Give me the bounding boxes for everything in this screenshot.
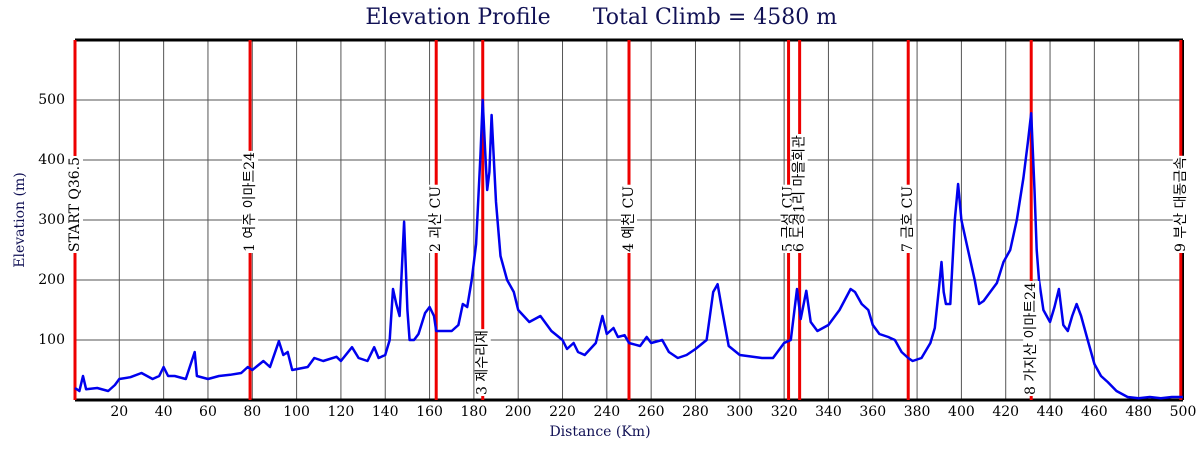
x-tick-label: 180 <box>461 404 488 420</box>
marker-label-bg <box>474 329 491 396</box>
marker-label-bg <box>67 155 83 253</box>
marker-label: 6 도경1리 마을회관 <box>792 135 808 252</box>
x-tick-label: 160 <box>416 404 443 420</box>
x-tick-label: 80 <box>243 404 261 420</box>
x-axis-label: Distance (Km) <box>549 424 650 440</box>
x-tick-label: 40 <box>155 404 173 420</box>
x-tick-label: 240 <box>593 404 620 420</box>
marker-label-group: 1 여주 이마트24 <box>242 150 259 253</box>
x-tick-label: 140 <box>372 404 399 420</box>
marker-label-group: 9 부산 대동금속 <box>1172 155 1189 253</box>
marker-label-group: START Q36.5 <box>67 155 83 253</box>
x-tick-label: 420 <box>992 404 1019 420</box>
marker-label: 2 괴산 CU <box>428 186 444 252</box>
chart-subtitle: Total Climb = 4580 m <box>593 5 837 30</box>
marker-label-group: 8 가지산 이마트24 <box>1023 281 1040 396</box>
marker-label-bg <box>1172 155 1189 253</box>
marker-label-group: 4 예천 CU <box>621 184 637 253</box>
x-tick-label: 300 <box>726 404 753 420</box>
elevation-line <box>74 98 1183 400</box>
marker-label-group: 6 도경1리 마을회관 <box>791 134 808 253</box>
x-tick-label: 400 <box>948 404 975 420</box>
y-tick-label: 300 <box>38 212 65 228</box>
marker-label: 1 여주 이마트24 <box>242 152 258 252</box>
y-tick-label: 200 <box>38 272 65 288</box>
marker-label-group: 2 괴산 CU <box>428 184 445 253</box>
x-tick-label: 60 <box>199 404 217 420</box>
marker-label-bg <box>1023 281 1040 396</box>
marker-label-group: 7 금호 CU <box>900 184 917 253</box>
x-tick-label: 460 <box>1081 404 1108 420</box>
x-tick-label: 200 <box>505 404 532 420</box>
x-tick-label: 280 <box>682 404 709 420</box>
x-tick-label: 120 <box>328 404 355 420</box>
x-tick-label: 360 <box>859 404 886 420</box>
marker-label-bg <box>621 184 637 253</box>
marker-label: 7 금호 CU <box>900 186 916 252</box>
x-tick-label: 260 <box>638 404 665 420</box>
marker-label: 8 가지산 이마트24 <box>1023 282 1039 395</box>
marker-label-bg <box>791 134 808 253</box>
x-tick-label: 440 <box>1037 404 1064 420</box>
chart-title: Elevation Profile <box>365 5 550 30</box>
x-tick-label: 340 <box>815 404 842 420</box>
x-tick-label: 380 <box>904 404 931 420</box>
marker-label: START Q36.5 <box>67 157 83 252</box>
marker-label-bg <box>428 184 445 253</box>
y-axis-label: Elevation (m) <box>12 172 28 267</box>
x-tick-label: 220 <box>549 404 576 420</box>
x-tick-label: 320 <box>771 404 798 420</box>
marker-label-bg <box>900 184 917 253</box>
marker-label-group: 3 제수리재 <box>474 329 491 396</box>
y-tick-label: 400 <box>38 152 65 168</box>
x-tick-label: 500 <box>1170 404 1197 420</box>
marker-label: 9 부산 대동금속 <box>1173 157 1189 252</box>
x-tick-label: 100 <box>283 404 310 420</box>
y-tick-label: 500 <box>38 92 65 108</box>
y-tick-label: 100 <box>38 332 65 348</box>
marker-label-bg <box>242 150 259 253</box>
marker-label: 3 제수리재 <box>475 330 491 395</box>
x-tick-label: 20 <box>110 404 128 420</box>
marker-label: 4 예천 CU <box>621 186 637 252</box>
x-tick-label: 480 <box>1125 404 1152 420</box>
